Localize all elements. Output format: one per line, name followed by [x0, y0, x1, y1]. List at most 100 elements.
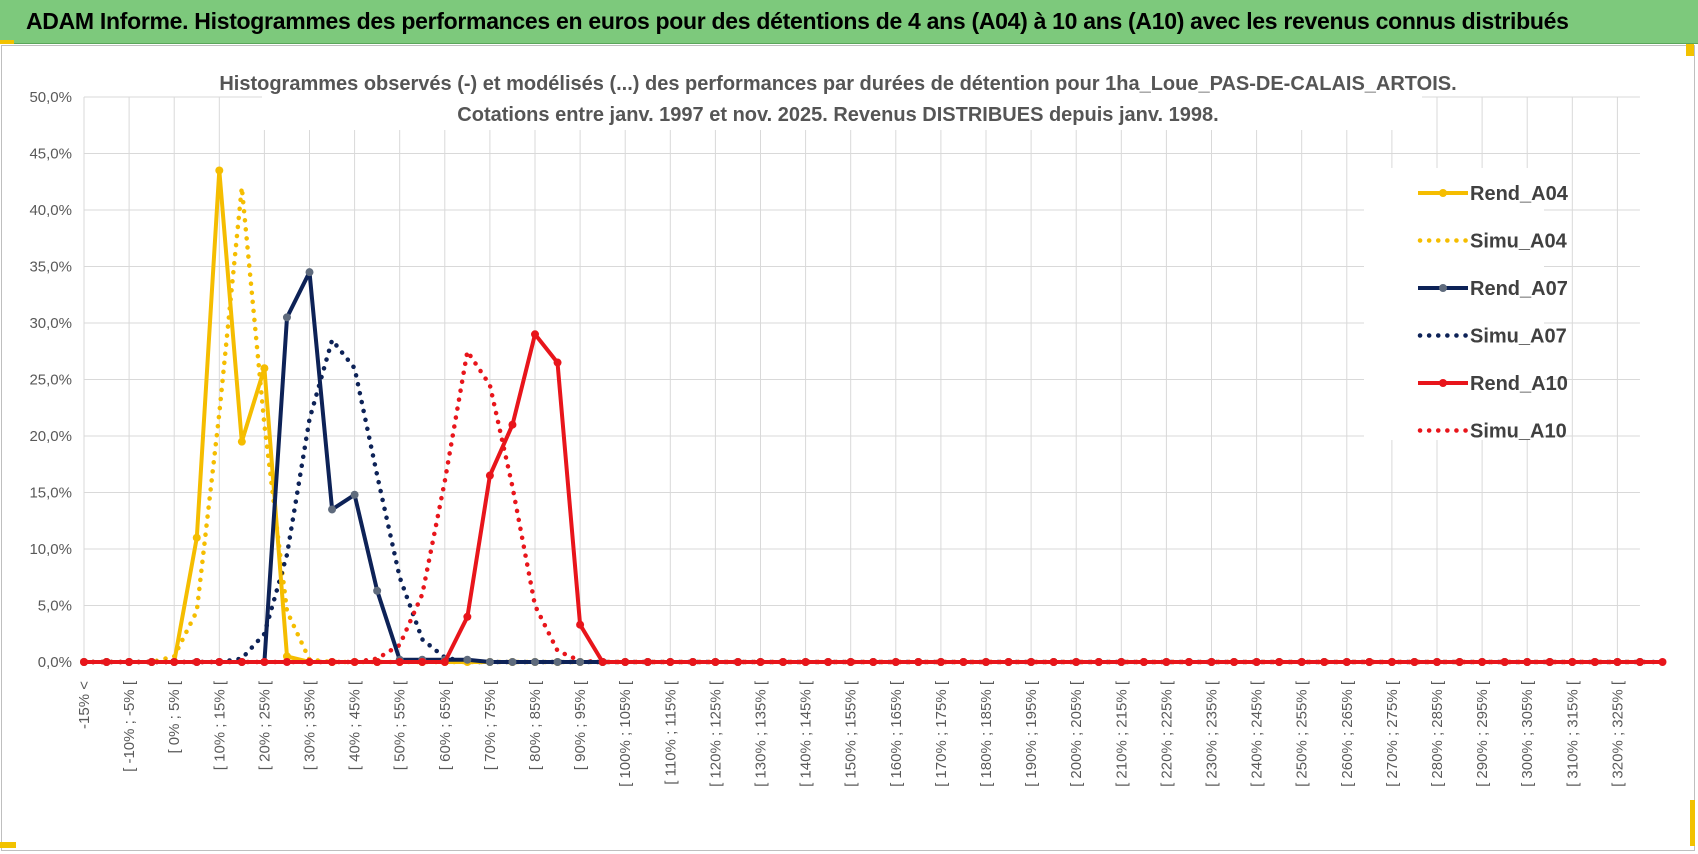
- legend-marker: [1439, 379, 1447, 387]
- x-tick-label: [ 120% ; 125% [: [707, 680, 724, 787]
- x-tick-label: [ 190% ; 195% [: [1023, 680, 1040, 787]
- data-point-Rend_A10: [869, 658, 878, 666]
- legend-marker: [1439, 284, 1447, 292]
- data-point-Rend_A10: [260, 658, 269, 666]
- x-tick-label: [ 220% ; 225% [: [1158, 680, 1175, 787]
- chart-frame: [1, 45, 1695, 851]
- data-point-Rend_A10: [531, 330, 539, 339]
- y-axis: 0,0% 5,0% 10,0% 15,0% 20,0% 25,0% 30,0% 35,0% 40…: [29, 89, 72, 671]
- data-point-Rend_A10: [237, 658, 246, 666]
- data-point-Rend_A10: [440, 658, 449, 666]
- data-point-Rend_A10: [1410, 658, 1419, 666]
- y-tick-label: 0,0%: [38, 654, 72, 671]
- data-point-Rend_A07: [576, 658, 585, 666]
- x-tick-label: [ 40% ; 45% [: [347, 680, 364, 770]
- report-header: ADAM Informe. Histogrammes des performan…: [0, 0, 1698, 44]
- data-point-Rend_A10: [1027, 658, 1036, 666]
- data-point-Rend_A10: [1207, 658, 1216, 666]
- legend-item-Simu_A07: Simu_A07: [1417, 326, 1567, 348]
- data-point-Rend_A10: [959, 658, 968, 666]
- x-tick-label: [ 170% ; 175% [: [933, 680, 950, 787]
- data-point-Rend_A10: [282, 658, 291, 666]
- data-point-Rend_A07: [485, 658, 494, 666]
- data-point-Rend_A04: [237, 437, 246, 446]
- x-tick-label: [ 280% ; 285% [: [1429, 680, 1446, 787]
- x-tick-label: [ 80% ; 85% [: [527, 680, 544, 770]
- data-point-Rend_A10: [779, 658, 788, 666]
- corner-mark-top-left: [0, 40, 14, 44]
- data-point-Rend_A10: [801, 658, 810, 666]
- x-tick-label: [ 60% ; 65% [: [437, 680, 454, 770]
- x-tick-label: [ 250% ; 255% [: [1294, 680, 1311, 787]
- chart-title-background: [262, 62, 1422, 130]
- legend-label: Rend_A04: [1470, 183, 1569, 205]
- legend-marker: [1439, 189, 1447, 197]
- data-point-Rend_A10: [1500, 658, 1509, 666]
- x-tick-label: [ 320% ; 325% [: [1609, 680, 1626, 787]
- x-tick-label: [ 240% ; 245% [: [1249, 680, 1266, 787]
- data-point-Rend_A10: [1433, 658, 1441, 666]
- x-tick-label: [ 140% ; 145% [: [798, 680, 815, 787]
- x-tick-label: [ 270% ; 275% [: [1384, 680, 1401, 787]
- data-point-Rend_A10: [508, 420, 517, 429]
- data-point-Rend_A04: [282, 652, 291, 661]
- data-point-Rend_A10: [936, 658, 945, 666]
- data-point-Rend_A10: [1139, 658, 1148, 666]
- data-point-Rend_A10: [373, 658, 382, 666]
- data-point-Rend_A10: [328, 658, 337, 666]
- data-point-Rend_A10: [1049, 658, 1058, 666]
- data-point-Rend_A10: [621, 658, 630, 666]
- x-tick-label: [ 180% ; 185% [: [978, 680, 995, 787]
- data-point-Rend_A10: [1320, 658, 1329, 666]
- data-point-Rend_A10: [756, 658, 765, 666]
- data-point-Rend_A10: [891, 658, 900, 666]
- x-tick-label: -15% <: [76, 681, 93, 729]
- series-layer: [80, 166, 1667, 666]
- data-point-Rend_A10: [395, 658, 404, 666]
- data-point-Rend_A10: [1387, 658, 1396, 666]
- data-point-Rend_A10: [553, 358, 562, 367]
- legend-item-Rend_A07: Rend_A07: [1418, 278, 1568, 300]
- x-tick-label: [ -10% ; -5% [: [121, 680, 138, 772]
- legend-label: Simu_A04: [1470, 231, 1568, 253]
- data-point-Rend_A07: [305, 268, 314, 277]
- data-point-Rend_A10: [1590, 658, 1599, 666]
- data-point-Rend_A10: [576, 620, 585, 629]
- data-point-Rend_A10: [350, 658, 359, 666]
- y-tick-label: 15,0%: [29, 485, 72, 502]
- data-point-Rend_A10: [463, 612, 472, 621]
- x-tick-label: [ 50% ; 55% [: [392, 680, 409, 770]
- legend-background: [1364, 168, 1544, 440]
- data-point-Rend_A10: [1342, 658, 1351, 666]
- data-point-Rend_A07: [553, 658, 562, 666]
- legend-item-Rend_A04: Rend_A04: [1418, 183, 1569, 205]
- data-point-Rend_A10: [1004, 658, 1013, 666]
- data-point-Rend_A07: [350, 490, 359, 499]
- legend-label: Rend_A10: [1470, 373, 1568, 395]
- data-point-Rend_A10: [643, 658, 652, 666]
- corner-mark-top-right: [1686, 44, 1694, 56]
- x-tick-label: [ 20% ; 25% [: [256, 680, 273, 770]
- data-point-Rend_A10: [733, 658, 742, 666]
- x-tick-label: [ 90% ; 95% [: [572, 680, 589, 770]
- data-point-Rend_A10: [147, 658, 156, 666]
- data-point-Rend_A10: [1094, 658, 1103, 666]
- data-point-Rend_A10: [711, 658, 720, 666]
- x-tick-label: [ 0% ; 5% [: [166, 680, 183, 753]
- corner-mark-bottom-left: [0, 842, 16, 848]
- x-tick-label: [ 300% ; 305% [: [1519, 680, 1536, 787]
- legend-item-Simu_A04: Simu_A04: [1417, 231, 1568, 253]
- data-point-Rend_A10: [305, 658, 314, 666]
- data-point-Rend_A07: [328, 505, 337, 514]
- data-point-Rend_A10: [1658, 658, 1667, 666]
- data-point-Rend_A10: [1072, 658, 1081, 666]
- x-tick-label: [ 210% ; 215% [: [1113, 680, 1130, 787]
- y-tick-label: 20,0%: [29, 428, 72, 445]
- legend: Rend_A04 Simu_A04 Rend_A07 Simu_A07 Rend_A10…: [1364, 168, 1569, 443]
- data-point-Rend_A10: [125, 658, 134, 666]
- data-point-Rend_A07: [531, 658, 539, 666]
- data-point-Rend_A10: [824, 658, 833, 666]
- x-tick-label: [ 230% ; 235% [: [1204, 680, 1221, 787]
- x-tick-label: [ 10% ; 15% [: [211, 680, 228, 770]
- x-tick-label: [ 200% ; 205% [: [1068, 680, 1085, 787]
